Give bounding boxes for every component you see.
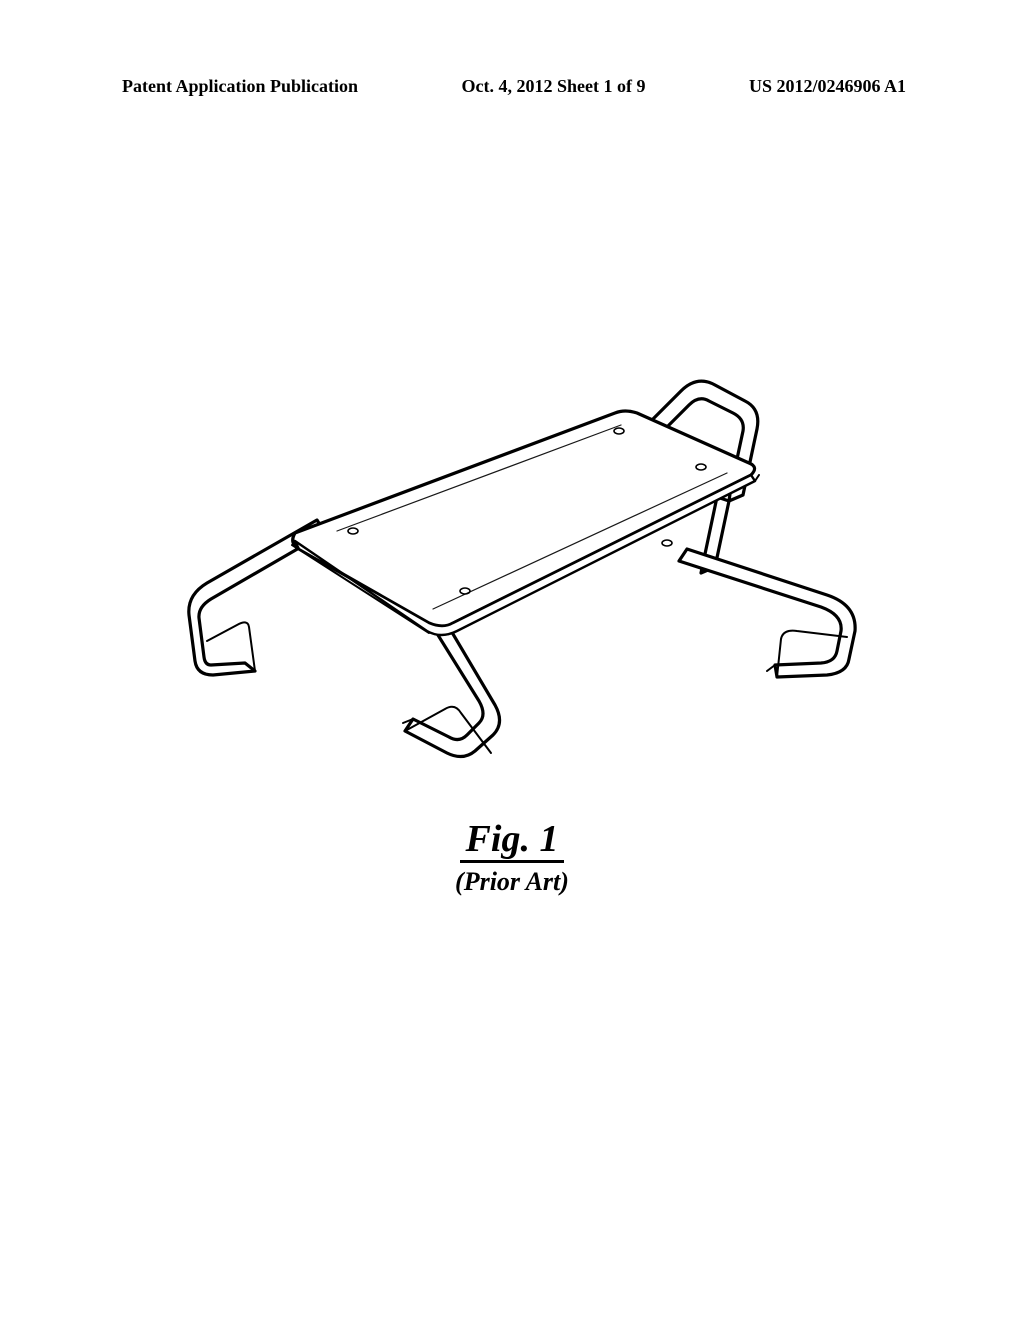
figure-label: Fig. 1 [460, 820, 565, 863]
header-left: Patent Application Publication [122, 76, 358, 97]
header-right: US 2012/0246906 A1 [749, 76, 906, 97]
page-header: Patent Application Publication Oct. 4, 2… [0, 76, 1024, 97]
figure-caption: Fig. 1 (Prior Art) [0, 820, 1024, 897]
figure-subtitle: (Prior Art) [0, 867, 1024, 897]
header-center: Oct. 4, 2012 Sheet 1 of 9 [462, 76, 646, 97]
patent-figure [127, 335, 897, 775]
